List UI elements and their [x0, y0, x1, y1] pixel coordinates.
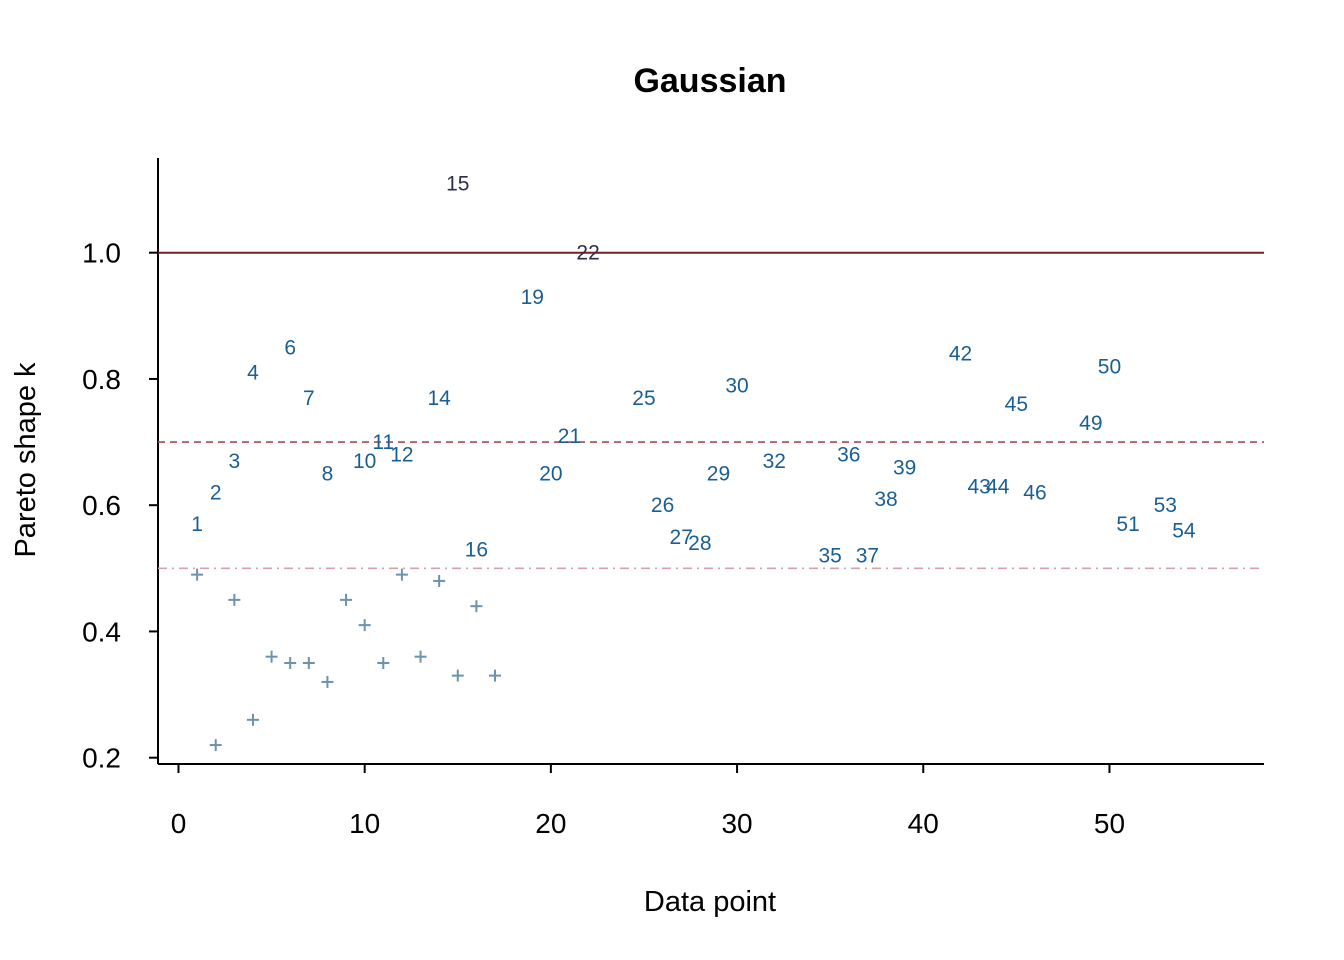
- point-label: 22: [576, 242, 599, 265]
- point-label: 11: [372, 431, 394, 454]
- plus-marker: [395, 568, 408, 581]
- point-label: 7: [303, 387, 315, 410]
- point-label: 27: [670, 526, 693, 549]
- y-axis-label: Pareto shape k: [10, 362, 42, 558]
- x-tick-label: 20: [535, 808, 566, 839]
- point-label: 45: [1005, 393, 1028, 416]
- point-label: 35: [818, 545, 841, 568]
- point-label: 42: [949, 343, 972, 366]
- plus-marker: [414, 650, 427, 663]
- plus-marker: [228, 593, 241, 606]
- data-points: [191, 568, 502, 752]
- point-label: 29: [707, 463, 730, 486]
- y-tick-label: 1.0: [82, 238, 121, 269]
- plus-marker: [265, 650, 278, 663]
- plus-marker: [246, 713, 259, 726]
- point-label: 44: [986, 475, 1010, 498]
- plus-marker: [284, 657, 297, 669]
- y-tick-label: 0.4: [82, 616, 121, 647]
- point-label: 10: [353, 450, 376, 473]
- point-label: 36: [837, 444, 860, 467]
- point-label: 49: [1079, 412, 1102, 435]
- point-label: 39: [893, 456, 916, 479]
- x-tick-label: 40: [908, 808, 939, 839]
- y-tick-label: 0.6: [82, 490, 121, 521]
- point-label: 32: [763, 450, 786, 473]
- axes: 0 10 20 30 40 50 0.2 0.4 0.6 0.8 1.0: [82, 158, 1264, 839]
- point-label: 30: [725, 374, 748, 397]
- point-label: 51: [1116, 513, 1139, 536]
- x-tick-label: 10: [349, 808, 380, 839]
- plus-marker: [377, 657, 390, 669]
- y-tick-label: 0.2: [82, 743, 121, 774]
- x-axis-label: Data point: [644, 886, 776, 918]
- plus-marker: [191, 568, 204, 581]
- point-label: 6: [284, 336, 296, 359]
- point-label: 3: [228, 450, 240, 473]
- x-tick-label: 50: [1094, 808, 1125, 839]
- point-label: 14: [427, 387, 451, 410]
- point-label: 12: [390, 444, 413, 467]
- point-label: 20: [539, 463, 562, 486]
- point-label: 28: [688, 532, 711, 555]
- point-label: 46: [1023, 482, 1046, 505]
- point-label: 38: [874, 488, 897, 511]
- point-label: 15: [446, 172, 469, 195]
- point-label: 50: [1098, 355, 1121, 378]
- point-label: 16: [465, 538, 488, 561]
- reference-lines: [158, 251, 1264, 570]
- point-label: 1: [191, 513, 203, 536]
- x-tick-label: 30: [721, 808, 752, 839]
- plus-marker: [358, 619, 371, 632]
- plus-marker: [489, 669, 502, 682]
- point-label: 43: [967, 475, 990, 498]
- point-label: 19: [521, 286, 544, 309]
- point-label: 53: [1154, 494, 1177, 517]
- plus-marker: [451, 669, 464, 682]
- point-label: 54: [1172, 519, 1196, 542]
- point-label: 21: [558, 425, 581, 448]
- point-label: 4: [247, 362, 259, 385]
- chart-title: Gaussian: [633, 62, 786, 100]
- point-label: 26: [651, 494, 674, 517]
- plus-marker: [433, 574, 446, 587]
- point-label: 25: [632, 387, 655, 410]
- x-tick-label: 0: [171, 808, 187, 839]
- point-label: 8: [322, 463, 334, 486]
- plus-marker: [321, 675, 334, 688]
- plus-marker: [470, 600, 483, 613]
- point-label: 2: [210, 482, 222, 505]
- plus-marker: [340, 593, 353, 606]
- point-label: 37: [856, 545, 879, 568]
- point-labels: 1234678101112141516192021222526272829303…: [191, 172, 1196, 567]
- plus-marker: [209, 739, 222, 752]
- y-tick-label: 0.8: [82, 364, 121, 395]
- plus-marker: [302, 657, 315, 669]
